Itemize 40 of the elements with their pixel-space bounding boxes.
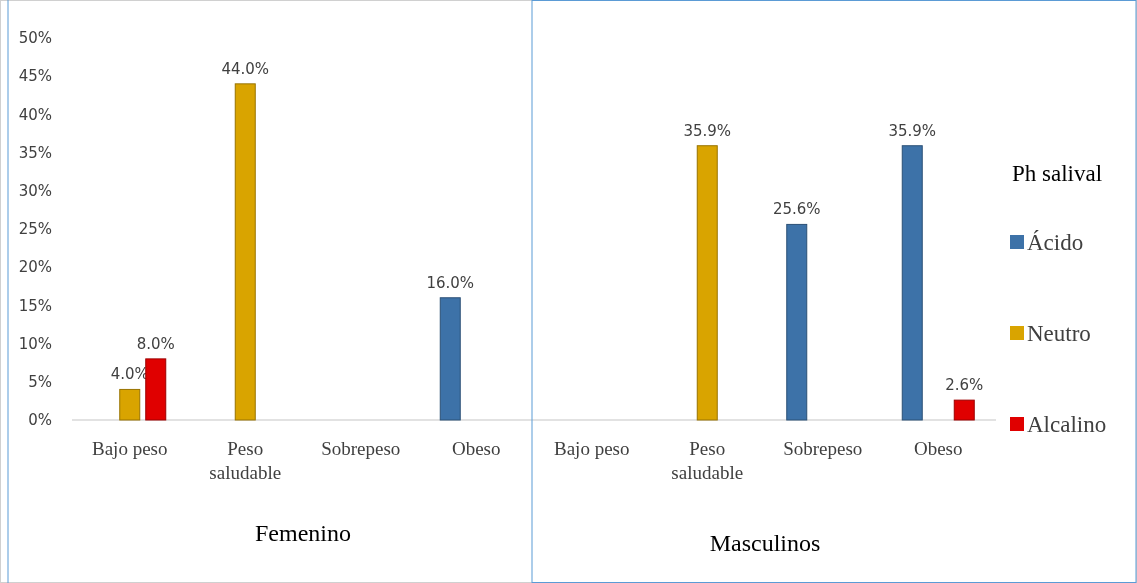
data-label: 25.6% — [772, 200, 821, 219]
data-label: 2.6% — [945, 376, 984, 395]
y-tick-label: 10% — [18, 334, 52, 353]
x-tick-label: Bajo peso — [92, 438, 168, 459]
y-tick-label: 20% — [18, 258, 52, 277]
x-tick-label: Obeso — [451, 438, 501, 459]
y-tick-label: 50% — [18, 29, 52, 48]
y-tick-label: 35% — [18, 143, 52, 162]
data-label: 35.9% — [888, 121, 937, 140]
y-tick-label: 40% — [18, 105, 52, 124]
text: Femenino — [255, 520, 351, 546]
bar — [901, 145, 923, 421]
bar — [696, 145, 718, 421]
text: Masculinos — [709, 530, 821, 556]
data-label: 16.0% — [426, 273, 475, 292]
legend-label: Neutro — [1027, 321, 1091, 347]
y-tick-label: 25% — [18, 220, 52, 239]
y-tick-label: 30% — [18, 182, 52, 201]
bar — [119, 388, 141, 421]
bar — [145, 358, 167, 421]
data-label: 44.0% — [221, 59, 270, 78]
y-tick-label: 5% — [28, 373, 52, 392]
legend-label: Ácido — [1027, 230, 1084, 256]
bar — [439, 297, 461, 421]
data-label: 8.0% — [136, 334, 175, 353]
bar — [786, 223, 808, 421]
x-tick-label: Peso saludable — [671, 438, 744, 483]
bar — [953, 399, 975, 421]
y-tick-label: 15% — [18, 296, 52, 315]
bar — [234, 83, 256, 421]
x-tick-label: Obeso — [913, 438, 963, 459]
legend-title: Ph salival — [1011, 161, 1103, 186]
data-label: 35.9% — [683, 121, 732, 140]
x-tick-label: Sobrepeso — [321, 438, 401, 459]
legend-label: Alcalino — [1027, 412, 1107, 438]
x-tick-label: Bajo peso — [554, 438, 630, 459]
y-tick-label: 45% — [18, 67, 52, 86]
x-tick-label: Sobrepeso — [783, 438, 863, 459]
x-tick-label: Peso saludable — [209, 438, 282, 483]
y-tick-label: 0% — [28, 411, 52, 430]
